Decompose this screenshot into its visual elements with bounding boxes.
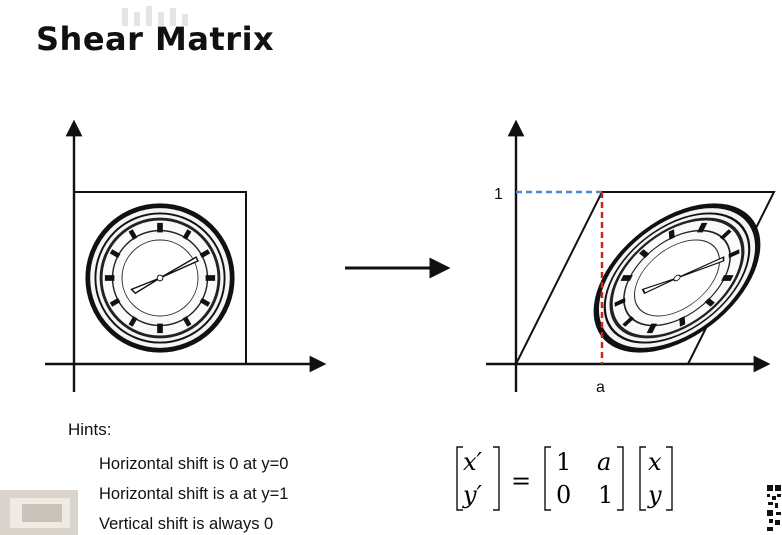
hint-item: Horizontal shift is a at y=1 — [99, 485, 289, 503]
label-one: 1 — [494, 186, 503, 203]
hints-heading: Hints: — [68, 420, 112, 439]
clock-icon — [88, 206, 232, 350]
sheared-parallelogram — [514, 191, 776, 365]
shear-equation: x′ y′ = 1 a 0 1 x y — [456, 446, 673, 511]
rhs-x: x — [648, 448, 662, 476]
webcam-thumbnail — [0, 490, 78, 535]
label-a: a — [596, 379, 605, 396]
qr-code-icon — [766, 484, 782, 532]
matrix-2-1: 0 — [556, 481, 571, 509]
hint-item: Vertical shift is always 0 — [99, 515, 274, 533]
lhs-x-prime: x′ — [463, 448, 483, 476]
lhs-y-prime: y′ — [462, 481, 483, 509]
watermark-logo — [122, 6, 188, 26]
matrix-1-1: 1 — [556, 448, 571, 476]
unit-square — [73, 191, 247, 365]
slide-title: Shear Matrix — [36, 20, 275, 58]
rhs-y: y — [647, 481, 662, 509]
matrix-1-2: a — [597, 448, 611, 476]
sheared-clock-icon — [569, 206, 782, 350]
hint-item: Horizontal shift is 0 at y=0 — [99, 455, 289, 473]
matrix-2-2: 1 — [598, 481, 613, 509]
original-plot — [45, 119, 327, 392]
sheared-plot: 1 a — [486, 119, 782, 396]
equals-sign: = — [511, 467, 531, 495]
